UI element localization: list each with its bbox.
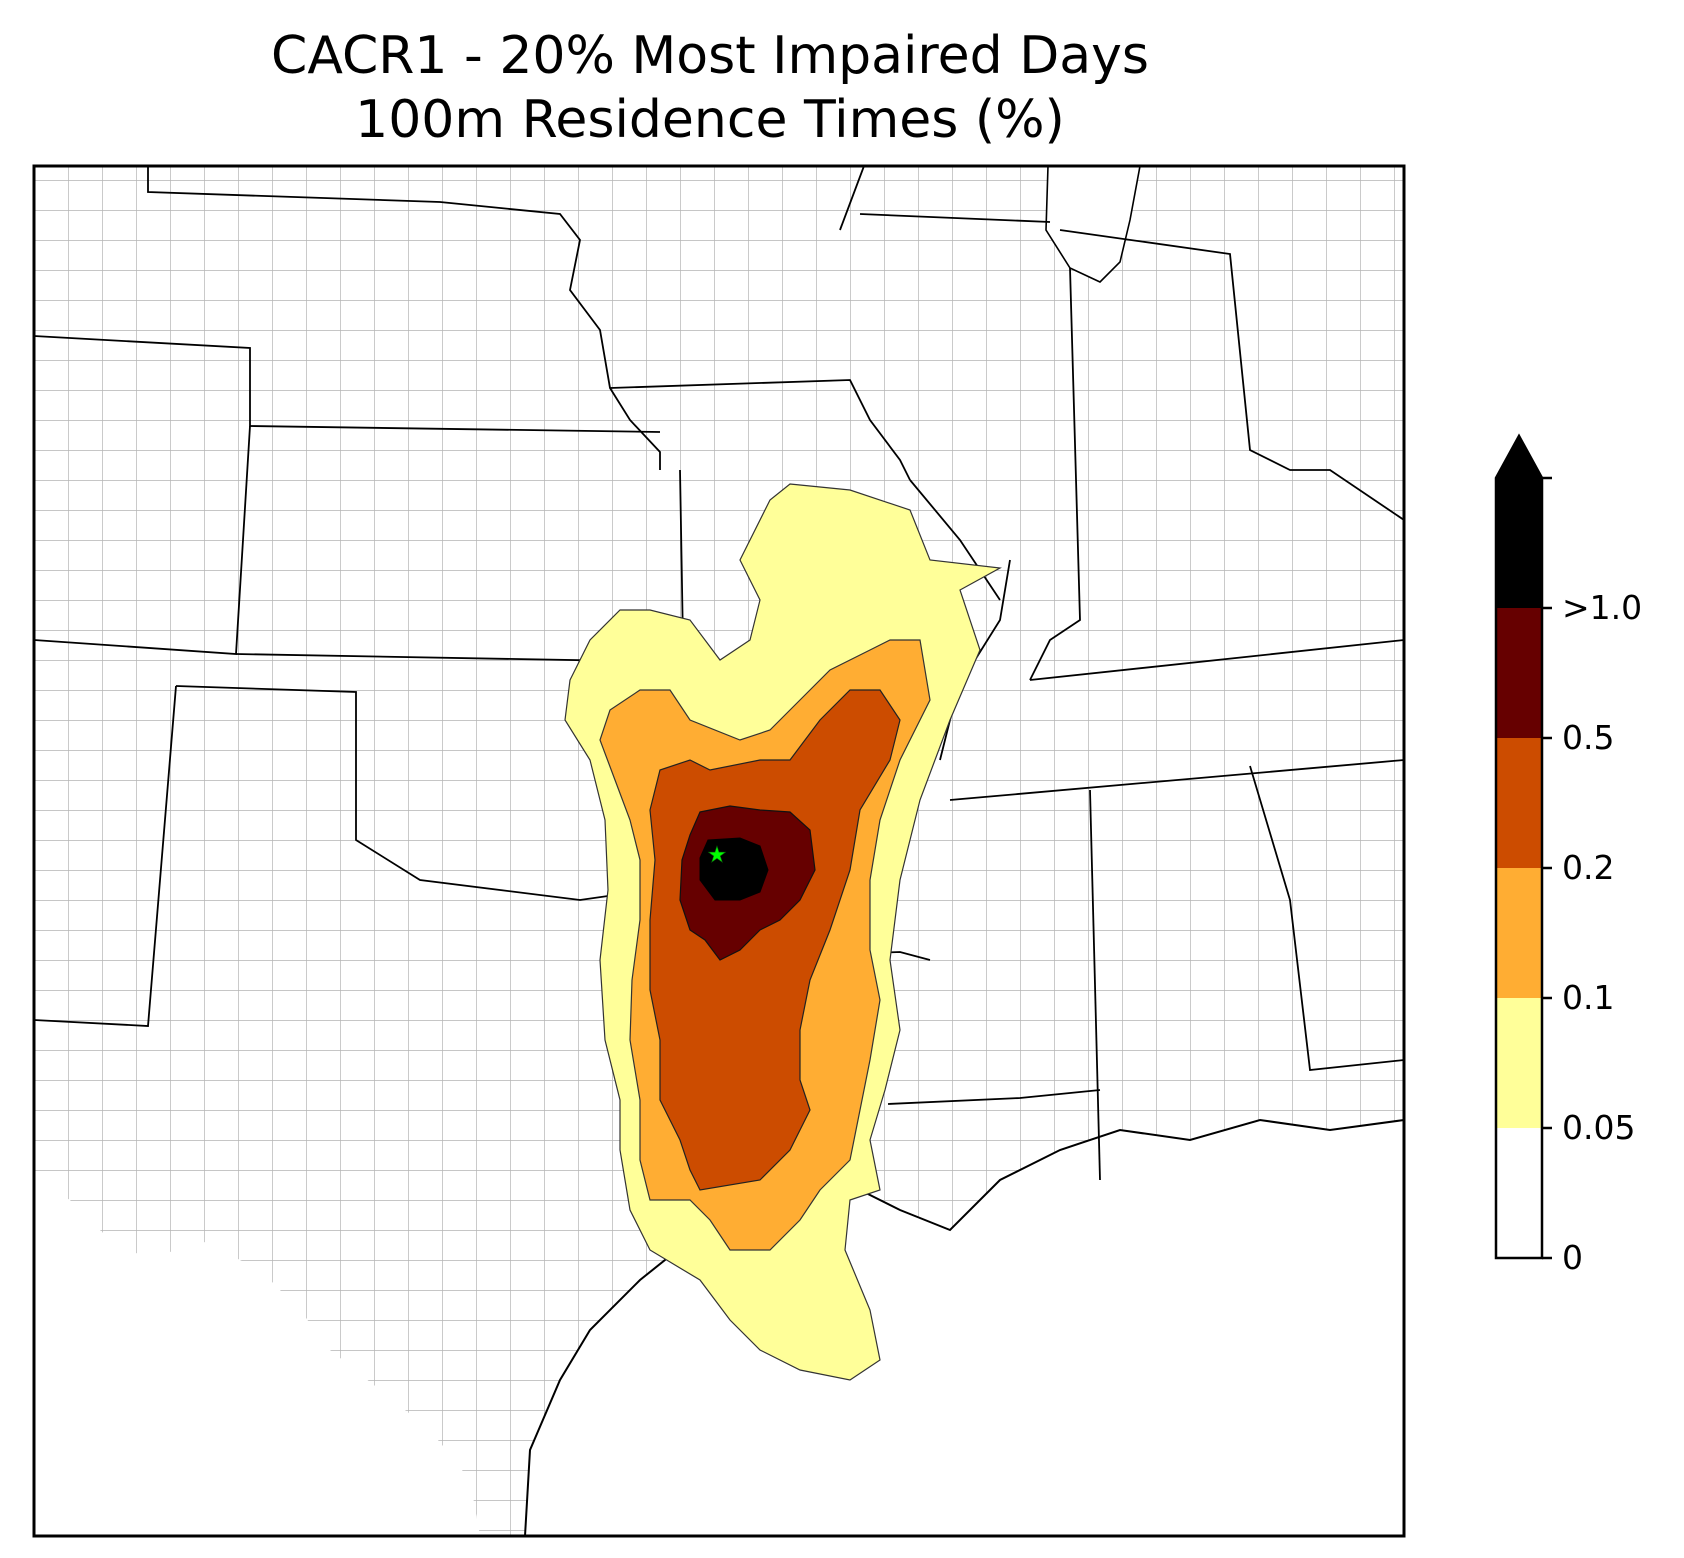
gulf-coastline [524, 1118, 1404, 1536]
colorbar-label-0.05: 0.05 [1562, 1108, 1636, 1147]
state-borders [34, 166, 1404, 1181]
colorbar-label-0.2: 0.2 [1562, 848, 1615, 887]
colorbar-ticks [1542, 476, 1552, 1260]
green-star-icon: ★ [707, 843, 727, 868]
colorbar-extend-arrow [1496, 436, 1542, 478]
lake-michigan [1045, 166, 1141, 283]
colorbar-bin-0.5 [1496, 608, 1542, 738]
map-title-line-2: 100m Residence Times (%) [355, 90, 1065, 150]
colorbar-bin-0 [1496, 1128, 1542, 1258]
colorbar-label-0.1: 0.1 [1562, 978, 1615, 1017]
colorbar-bin-0.2 [1496, 738, 1542, 868]
colorbar-outline [1494, 433, 1544, 1260]
contour-over-1.0 [699, 837, 769, 901]
map-title-line-1: CACR1 - 20% Most Impaired Days [271, 26, 1149, 86]
colorbar-label-over-1.0: >1.0 [1562, 588, 1643, 627]
colorbar-bin-over-1.0 [1496, 478, 1542, 608]
colorbar-bin-0.05 [1496, 998, 1542, 1128]
colorbar-label-0.5: 0.5 [1562, 718, 1615, 757]
colorbar [1494, 433, 1552, 1260]
map-border [32, 164, 1406, 1538]
colorbar-bin-0.1 [1496, 868, 1542, 998]
colorbar-label-0: 0 [1562, 1238, 1583, 1277]
